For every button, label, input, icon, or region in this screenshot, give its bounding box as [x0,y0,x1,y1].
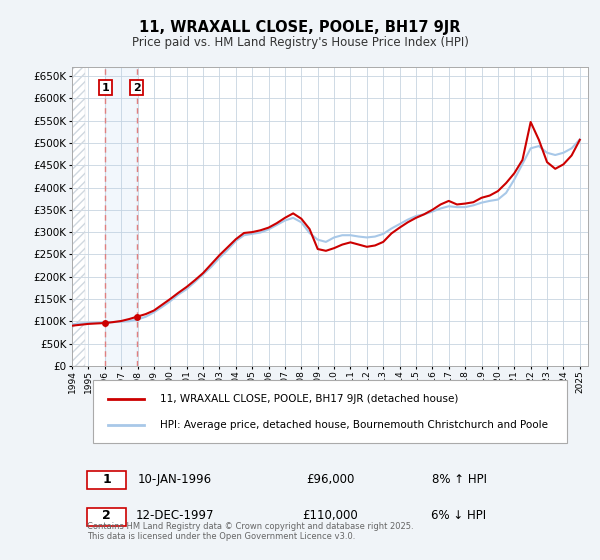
Text: 2: 2 [102,510,111,522]
Text: HPI: Average price, detached house, Bournemouth Christchurch and Poole: HPI: Average price, detached house, Bour… [160,420,548,430]
Text: 12-DEC-1997: 12-DEC-1997 [136,510,214,522]
Text: 1: 1 [101,83,109,93]
Text: Price paid vs. HM Land Registry's House Price Index (HPI): Price paid vs. HM Land Registry's House … [131,36,469,49]
Text: 11, WRAXALL CLOSE, POOLE, BH17 9JR (detached house): 11, WRAXALL CLOSE, POOLE, BH17 9JR (deta… [160,394,458,404]
FancyBboxPatch shape [88,471,126,489]
Text: £96,000: £96,000 [306,473,354,486]
Text: 10-JAN-1996: 10-JAN-1996 [138,473,212,486]
Text: 8% ↑ HPI: 8% ↑ HPI [431,473,487,486]
Text: £110,000: £110,000 [302,510,358,522]
FancyBboxPatch shape [92,380,568,442]
Text: 11, WRAXALL CLOSE, POOLE, BH17 9JR: 11, WRAXALL CLOSE, POOLE, BH17 9JR [139,20,461,35]
Text: 2: 2 [133,83,140,93]
Text: Contains HM Land Registry data © Crown copyright and database right 2025.
This d: Contains HM Land Registry data © Crown c… [88,522,414,542]
Text: 1: 1 [102,473,111,486]
FancyBboxPatch shape [88,507,126,526]
Bar [105,67,137,366]
Text: 6% ↓ HPI: 6% ↓ HPI [431,510,487,522]
